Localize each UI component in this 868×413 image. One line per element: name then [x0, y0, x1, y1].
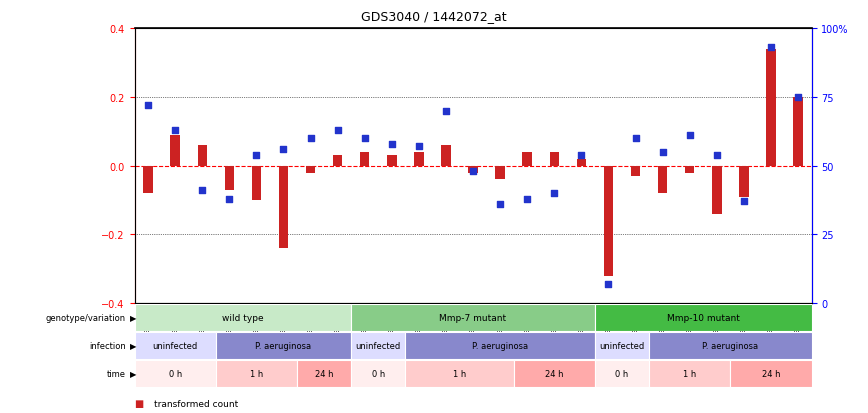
Text: Mmp-10 mutant: Mmp-10 mutant: [667, 313, 740, 322]
Bar: [414, 152, 424, 166]
Bar: [766, 50, 776, 166]
Point: [548, 190, 562, 197]
Point: [737, 199, 751, 205]
Bar: [523, 152, 532, 166]
Text: 1 h: 1 h: [683, 369, 696, 377]
Bar: [135, 304, 352, 331]
Point: [710, 152, 724, 159]
Text: P. aeruginosa: P. aeruginosa: [472, 341, 529, 350]
Bar: [649, 332, 812, 359]
Bar: [279, 166, 288, 249]
Text: uninfected: uninfected: [356, 341, 401, 350]
Text: infection: infection: [89, 341, 126, 350]
Text: genotype/variation: genotype/variation: [46, 313, 126, 322]
Bar: [549, 152, 559, 166]
Point: [385, 141, 398, 147]
Bar: [604, 166, 613, 276]
Point: [520, 196, 534, 202]
Text: GDS3040 / 1442072_at: GDS3040 / 1442072_at: [361, 10, 507, 23]
Text: uninfected: uninfected: [153, 341, 198, 350]
Text: ▶: ▶: [130, 369, 136, 377]
Bar: [352, 360, 405, 387]
Text: Mmp-7 mutant: Mmp-7 mutant: [439, 313, 507, 322]
Point: [331, 127, 345, 134]
Text: 24 h: 24 h: [762, 369, 780, 377]
Point: [791, 94, 805, 101]
Point: [222, 196, 236, 202]
Text: P. aeruginosa: P. aeruginosa: [255, 341, 312, 350]
Point: [764, 45, 778, 52]
Bar: [352, 332, 405, 359]
Bar: [405, 332, 595, 359]
Bar: [595, 304, 812, 331]
Text: 1 h: 1 h: [453, 369, 466, 377]
Bar: [352, 304, 595, 331]
Bar: [387, 156, 397, 166]
Text: 0 h: 0 h: [372, 369, 385, 377]
Bar: [225, 166, 234, 190]
Point: [439, 108, 453, 114]
Bar: [496, 166, 505, 180]
Bar: [658, 166, 667, 194]
Text: ▶: ▶: [130, 313, 136, 322]
Bar: [135, 332, 216, 359]
Bar: [514, 360, 595, 387]
Bar: [360, 152, 370, 166]
Text: 0 h: 0 h: [168, 369, 181, 377]
Bar: [216, 332, 352, 359]
Text: ■: ■: [135, 398, 144, 408]
Bar: [135, 360, 216, 387]
Point: [195, 188, 209, 194]
Text: P. aeruginosa: P. aeruginosa: [702, 341, 759, 350]
Point: [602, 281, 615, 287]
Point: [466, 169, 480, 175]
Point: [628, 135, 642, 142]
Bar: [740, 166, 748, 197]
Bar: [306, 166, 315, 173]
Text: wild type: wild type: [222, 313, 264, 322]
Bar: [198, 146, 207, 166]
Bar: [252, 166, 261, 201]
Point: [277, 147, 291, 153]
Point: [683, 133, 697, 139]
Bar: [441, 146, 450, 166]
Text: transformed count: transformed count: [154, 399, 238, 408]
Point: [249, 152, 263, 159]
Point: [655, 149, 669, 156]
Point: [575, 152, 589, 159]
Bar: [405, 360, 514, 387]
Bar: [595, 332, 649, 359]
Text: 24 h: 24 h: [315, 369, 333, 377]
Point: [493, 202, 507, 208]
Bar: [685, 166, 694, 173]
Bar: [297, 360, 352, 387]
Bar: [170, 135, 180, 166]
Text: uninfected: uninfected: [600, 341, 645, 350]
Point: [358, 135, 372, 142]
Point: [304, 135, 318, 142]
Bar: [631, 166, 641, 176]
Bar: [333, 156, 342, 166]
Text: ▶: ▶: [130, 341, 136, 350]
Point: [168, 127, 182, 134]
Bar: [216, 360, 297, 387]
Bar: [712, 166, 721, 214]
Bar: [469, 166, 477, 173]
Text: 1 h: 1 h: [250, 369, 263, 377]
Bar: [595, 360, 649, 387]
Point: [141, 102, 155, 109]
Text: time: time: [107, 369, 126, 377]
Bar: [793, 97, 803, 166]
Bar: [649, 360, 730, 387]
Bar: [576, 159, 586, 166]
Text: 24 h: 24 h: [545, 369, 563, 377]
Text: 0 h: 0 h: [615, 369, 628, 377]
Bar: [730, 360, 812, 387]
Point: [412, 144, 426, 150]
Bar: [143, 166, 153, 194]
